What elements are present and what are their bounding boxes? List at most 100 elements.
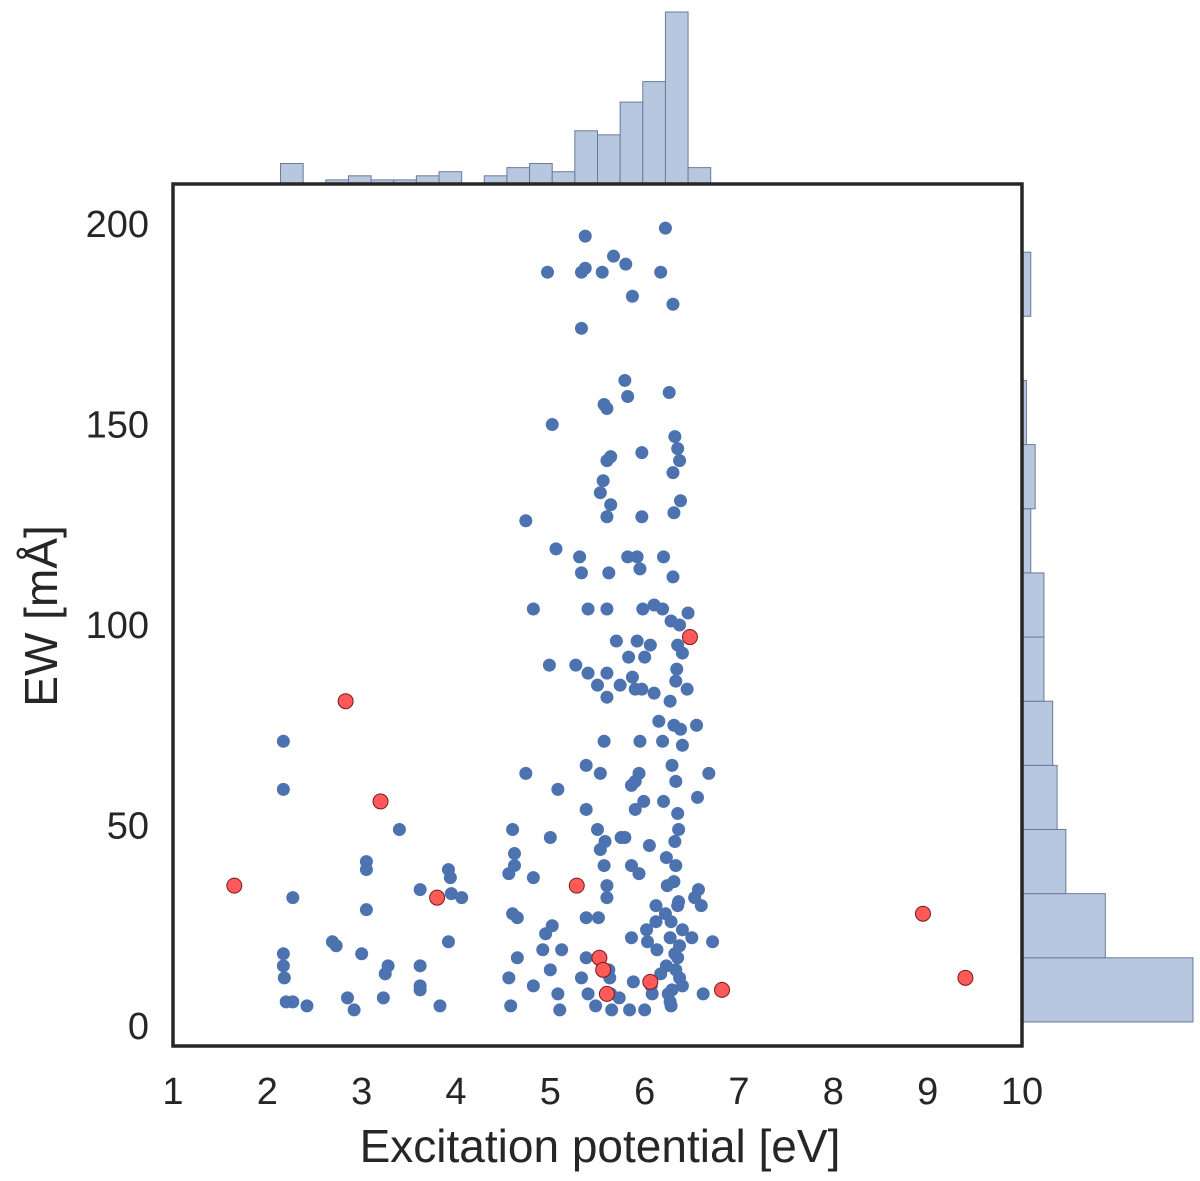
scatter-point <box>595 265 609 279</box>
scatter-point <box>543 831 557 845</box>
scatter-point <box>553 1003 567 1017</box>
scatter-point <box>658 221 672 235</box>
scatter-point <box>673 618 687 632</box>
scatter-plot-area <box>171 182 1024 1048</box>
scatter-point <box>578 261 592 275</box>
scatter-point <box>593 766 607 780</box>
scatter-point <box>551 782 565 796</box>
scatter-point <box>286 891 300 905</box>
scatter-point <box>663 694 677 708</box>
scatter-point <box>681 606 695 620</box>
scatter-point <box>555 943 569 957</box>
hist-y-bar <box>1021 764 1058 830</box>
scatter-point <box>593 486 607 500</box>
scatter-point <box>667 506 681 520</box>
x-axis-label: Excitation potential [eV] <box>360 1120 841 1172</box>
scatter-point <box>519 514 533 528</box>
scatter-point <box>579 911 593 925</box>
scatter-point <box>600 690 614 704</box>
scatter-point <box>536 943 550 957</box>
scatter-point <box>589 999 603 1013</box>
scatter-point-highlight <box>681 629 698 646</box>
scatter-point <box>638 650 652 664</box>
scatter-point <box>659 851 673 865</box>
scatter-point <box>663 995 677 1009</box>
scatter-point-highlight <box>714 981 731 998</box>
scatter-point <box>658 907 672 921</box>
scatter-point <box>549 542 563 556</box>
scatter-point <box>691 883 705 897</box>
scatter-point <box>276 734 290 748</box>
scatter-point <box>359 903 373 917</box>
scatter-point <box>596 474 610 488</box>
scatter-point <box>666 297 680 311</box>
scatter-point <box>526 602 540 616</box>
x-tick-label: 10 <box>1001 1071 1043 1113</box>
scatter-point <box>591 822 604 836</box>
scatter-point <box>690 790 704 804</box>
scatter-point <box>630 550 644 564</box>
scatter-point <box>413 959 427 973</box>
scatter-point <box>672 822 686 836</box>
scatter-point <box>441 935 455 949</box>
scatter-point <box>574 321 588 335</box>
scatter-point <box>359 863 373 877</box>
scatter-point <box>654 265 668 279</box>
scatter-point <box>347 1003 361 1017</box>
scatter-point <box>665 983 679 997</box>
scatter-point <box>618 373 632 387</box>
scatter-point <box>605 1003 619 1017</box>
scatter-point <box>510 951 524 965</box>
scatter-point <box>600 602 614 616</box>
scatter-point <box>669 859 683 873</box>
hist-x-bar <box>574 130 598 185</box>
x-tick-label: 4 <box>445 1071 466 1113</box>
scatter-point <box>656 734 670 748</box>
scatter-point <box>624 931 638 945</box>
hist-y-bar <box>1021 444 1036 510</box>
scatter-point <box>413 883 427 897</box>
scatter-point <box>675 646 689 660</box>
x-tick-label: 6 <box>634 1071 655 1113</box>
hist-y-bar <box>1021 957 1194 1023</box>
x-tick-label: 2 <box>257 1071 278 1113</box>
scatter-point <box>666 570 680 584</box>
hist-y-bar <box>1021 700 1054 766</box>
scatter-point <box>630 634 644 648</box>
scatter-point <box>341 991 355 1005</box>
plot-frame <box>171 182 1024 1048</box>
scatter-point <box>671 951 685 965</box>
scatter-point <box>545 418 559 432</box>
scatter-point <box>618 831 632 845</box>
hist-y-bar <box>1021 572 1045 638</box>
x-tick-label: 3 <box>351 1071 372 1113</box>
scatter-point <box>600 891 614 905</box>
scatter-point <box>526 871 540 885</box>
scatter-point <box>660 879 674 893</box>
x-tick-label: 1 <box>162 1071 183 1113</box>
y-tick-label: 150 <box>86 405 149 447</box>
scatter-point <box>675 738 689 752</box>
scatter-point <box>276 959 290 973</box>
x-tick-label: 5 <box>540 1071 561 1113</box>
x-tick-label: 7 <box>728 1071 749 1113</box>
x-tick-label: 9 <box>917 1071 938 1113</box>
scatter-point <box>638 1003 652 1017</box>
scatter-point <box>690 718 704 732</box>
scatter-point-highlight <box>595 961 612 978</box>
scatter-point <box>543 963 557 977</box>
scatter-point <box>694 899 708 913</box>
scatter-point <box>650 943 664 957</box>
hist-x-bar <box>619 101 644 185</box>
scatter-point <box>569 658 583 672</box>
scatter-point <box>581 666 595 680</box>
scatter-point <box>657 550 671 564</box>
scatter-point <box>602 566 616 580</box>
scatter-point <box>666 466 680 480</box>
scatter-point <box>673 454 687 468</box>
scatter-point <box>392 822 406 836</box>
scatter-point <box>444 887 458 901</box>
scatter-point <box>642 839 656 853</box>
hist-x-bar <box>597 134 621 185</box>
scatter-point <box>628 802 642 816</box>
